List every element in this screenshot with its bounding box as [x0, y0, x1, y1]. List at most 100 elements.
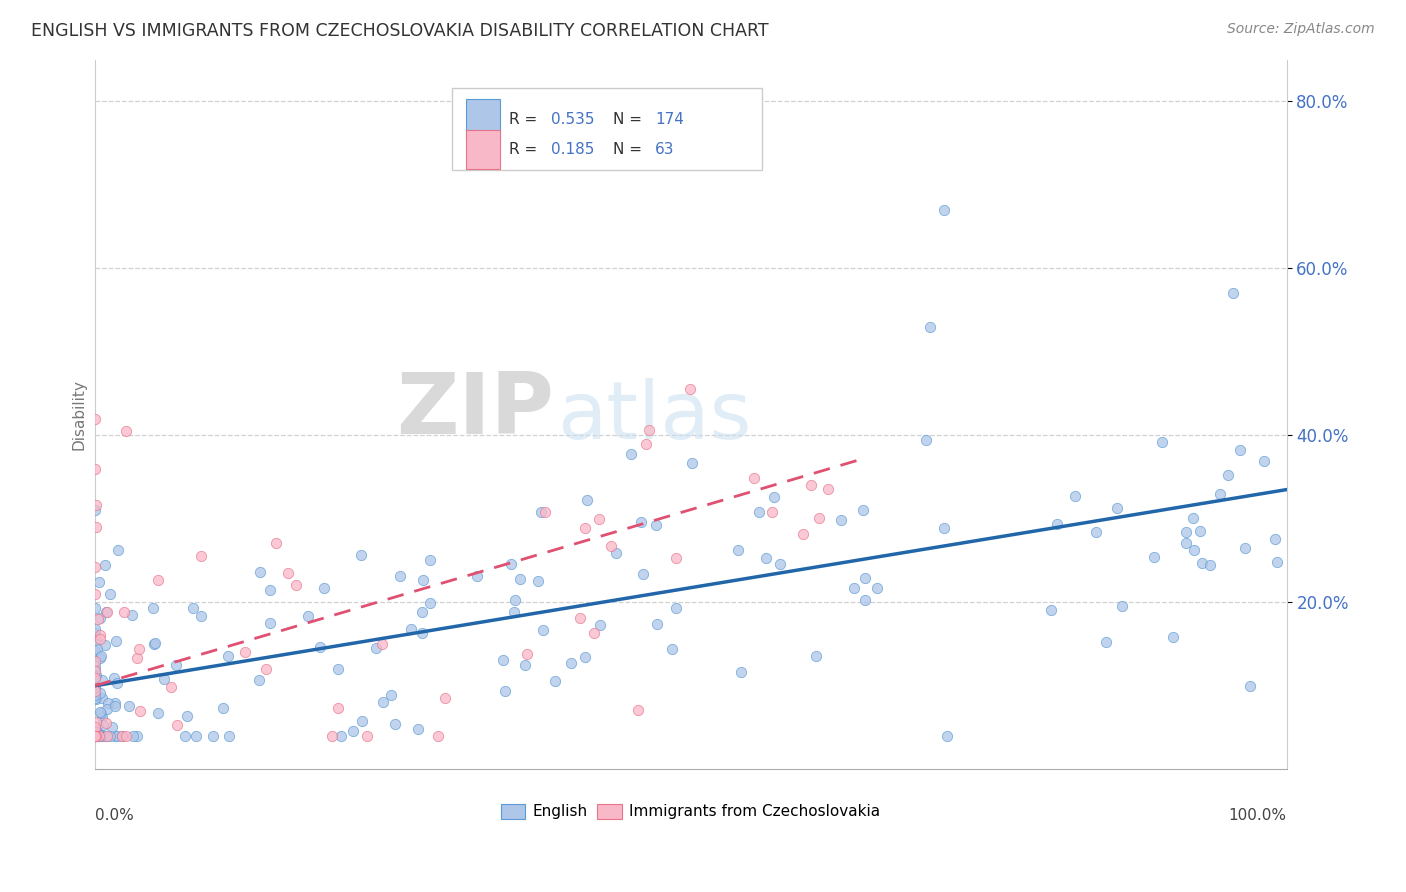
Point — [96, 715, 118, 730]
Point — [630, 515, 652, 529]
Point — [434, 691, 457, 706]
Point — [249, 565, 271, 579]
Point — [1174, 524, 1197, 539]
Point — [644, 517, 666, 532]
Point — [84, 684, 107, 698]
Point — [364, 640, 387, 655]
Point — [326, 701, 349, 715]
Point — [201, 729, 224, 743]
Point — [84, 692, 107, 706]
Text: ENGLISH VS IMMIGRANTS FROM CZECHOSLOVAKIA DISABILITY CORRELATION CHART: ENGLISH VS IMMIGRANTS FROM CZECHOSLOVAKI… — [31, 22, 769, 40]
Point — [769, 557, 792, 571]
Point — [503, 593, 526, 607]
Text: 0.185: 0.185 — [551, 142, 595, 157]
Point — [100, 587, 122, 601]
Point — [83, 729, 105, 743]
Point — [86, 723, 108, 737]
Point — [83, 671, 105, 685]
Point — [1085, 524, 1108, 539]
Point — [406, 722, 429, 736]
Point — [83, 600, 105, 615]
Text: 0.0%: 0.0% — [94, 808, 134, 823]
Point — [87, 725, 110, 739]
Point — [84, 729, 107, 743]
Point — [83, 502, 105, 516]
Point — [118, 698, 141, 713]
Point — [87, 729, 110, 743]
FancyBboxPatch shape — [467, 100, 501, 138]
Point — [89, 729, 111, 743]
Point — [159, 680, 181, 694]
Point — [84, 461, 107, 475]
Point — [312, 582, 335, 596]
Point — [121, 607, 143, 622]
Point — [665, 600, 688, 615]
Point — [84, 725, 107, 739]
Point — [1045, 517, 1067, 532]
Point — [1222, 286, 1244, 301]
Point — [83, 411, 105, 425]
Point — [527, 574, 550, 588]
Point — [583, 625, 606, 640]
Point — [914, 433, 936, 447]
Point — [87, 575, 110, 590]
Point — [762, 491, 785, 505]
Point — [1111, 599, 1133, 613]
Point — [84, 729, 107, 743]
Text: 174: 174 — [655, 112, 683, 127]
Point — [143, 636, 166, 650]
Point — [83, 559, 105, 574]
Point — [727, 543, 749, 558]
Point — [94, 729, 117, 743]
Point — [153, 672, 176, 686]
Point — [83, 664, 105, 678]
Point — [143, 636, 166, 650]
Point — [1182, 542, 1205, 557]
Point — [90, 691, 112, 706]
Point — [513, 657, 536, 672]
Point — [755, 550, 778, 565]
Point — [419, 595, 441, 609]
Point — [494, 684, 516, 698]
Point — [104, 633, 127, 648]
Point — [645, 616, 668, 631]
Point — [83, 669, 105, 683]
Point — [1264, 532, 1286, 546]
Point — [830, 513, 852, 527]
Point — [321, 729, 343, 743]
Point — [121, 729, 143, 743]
Point — [352, 714, 374, 729]
Point — [465, 569, 488, 583]
Text: R =: R = — [509, 142, 543, 157]
Point — [254, 662, 277, 676]
Point — [807, 511, 830, 525]
Point — [588, 512, 610, 526]
Point — [544, 674, 567, 689]
Point — [125, 650, 148, 665]
Point — [259, 615, 281, 630]
Legend: English, Immigrants from Czechoslovakia: English, Immigrants from Czechoslovakia — [495, 797, 887, 825]
Point — [91, 673, 114, 687]
FancyBboxPatch shape — [453, 88, 762, 169]
Point — [330, 729, 353, 743]
Point — [297, 608, 319, 623]
Point — [83, 587, 105, 601]
Point — [84, 659, 107, 673]
Point — [853, 571, 876, 585]
Point — [935, 729, 957, 743]
Point — [419, 553, 441, 567]
Point — [83, 688, 105, 702]
Point — [730, 665, 752, 680]
Point — [87, 727, 110, 741]
Point — [112, 606, 135, 620]
Point — [83, 729, 105, 743]
Point — [529, 505, 551, 519]
Point — [1040, 603, 1063, 617]
Point — [83, 622, 105, 636]
Point — [1063, 489, 1085, 503]
Point — [96, 605, 118, 619]
Text: N =: N = — [613, 142, 647, 157]
Point — [93, 718, 115, 732]
Point — [96, 729, 118, 743]
Point — [107, 542, 129, 557]
